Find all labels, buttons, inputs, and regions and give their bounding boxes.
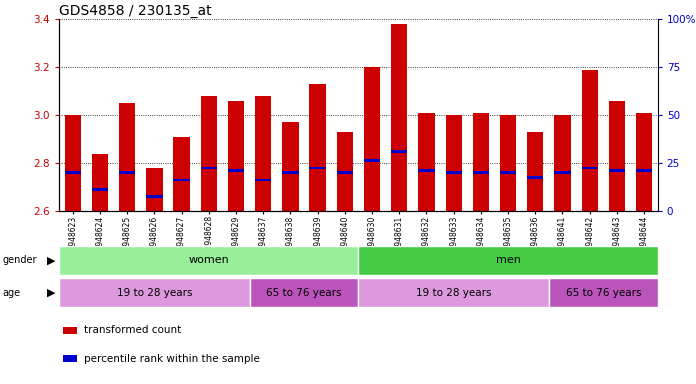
Bar [310,167,326,169]
Bar [255,179,271,182]
Bar [59,246,358,275]
Text: women: women [189,255,229,265]
Bar [582,70,598,211]
Bar [228,169,244,172]
Bar [200,96,217,211]
Text: gender: gender [2,255,37,265]
Bar [200,167,217,169]
Bar [146,168,163,211]
Bar [549,278,658,307]
Text: transformed count: transformed count [84,325,182,335]
Text: ▶: ▶ [47,255,56,265]
Text: 19 to 28 years: 19 to 28 years [117,288,192,298]
Bar [283,122,299,211]
Bar [527,132,544,211]
Bar [358,246,658,275]
Bar [364,67,380,211]
Bar [228,101,244,211]
Bar [146,195,163,198]
Bar [255,96,271,211]
Bar [418,113,434,211]
Bar [527,176,544,179]
Text: 65 to 76 years: 65 to 76 years [566,288,641,298]
Bar [500,171,516,174]
Bar [473,113,489,211]
Text: percentile rank within the sample: percentile rank within the sample [84,354,260,364]
Text: men: men [496,255,521,265]
Bar [500,115,516,211]
Bar [65,115,81,211]
Bar [636,169,652,172]
Bar [310,84,326,211]
Bar [92,188,108,191]
Bar [250,278,358,307]
Bar [119,171,135,174]
Bar [445,171,462,174]
Bar [554,171,571,174]
Text: ▶: ▶ [47,288,56,298]
Text: 65 to 76 years: 65 to 76 years [267,288,342,298]
Bar [609,101,625,211]
Bar [554,115,571,211]
Bar [636,113,652,211]
Bar [609,169,625,172]
Bar [65,171,81,174]
Bar [364,159,380,162]
Bar [63,326,77,334]
Bar [473,171,489,174]
Bar [445,115,462,211]
Bar [582,167,598,169]
Bar [173,137,190,211]
Bar [337,132,353,211]
Text: age: age [2,288,20,298]
Bar [59,278,250,307]
Bar [418,169,434,172]
Bar [283,171,299,174]
Bar [391,24,407,211]
Bar [92,154,108,211]
Bar [63,355,77,362]
Text: GDS4858 / 230135_at: GDS4858 / 230135_at [59,4,212,18]
Bar [391,150,407,153]
Text: 19 to 28 years: 19 to 28 years [416,288,491,298]
Bar [337,171,353,174]
Bar [173,179,190,182]
Bar [358,278,549,307]
Bar [119,103,135,211]
